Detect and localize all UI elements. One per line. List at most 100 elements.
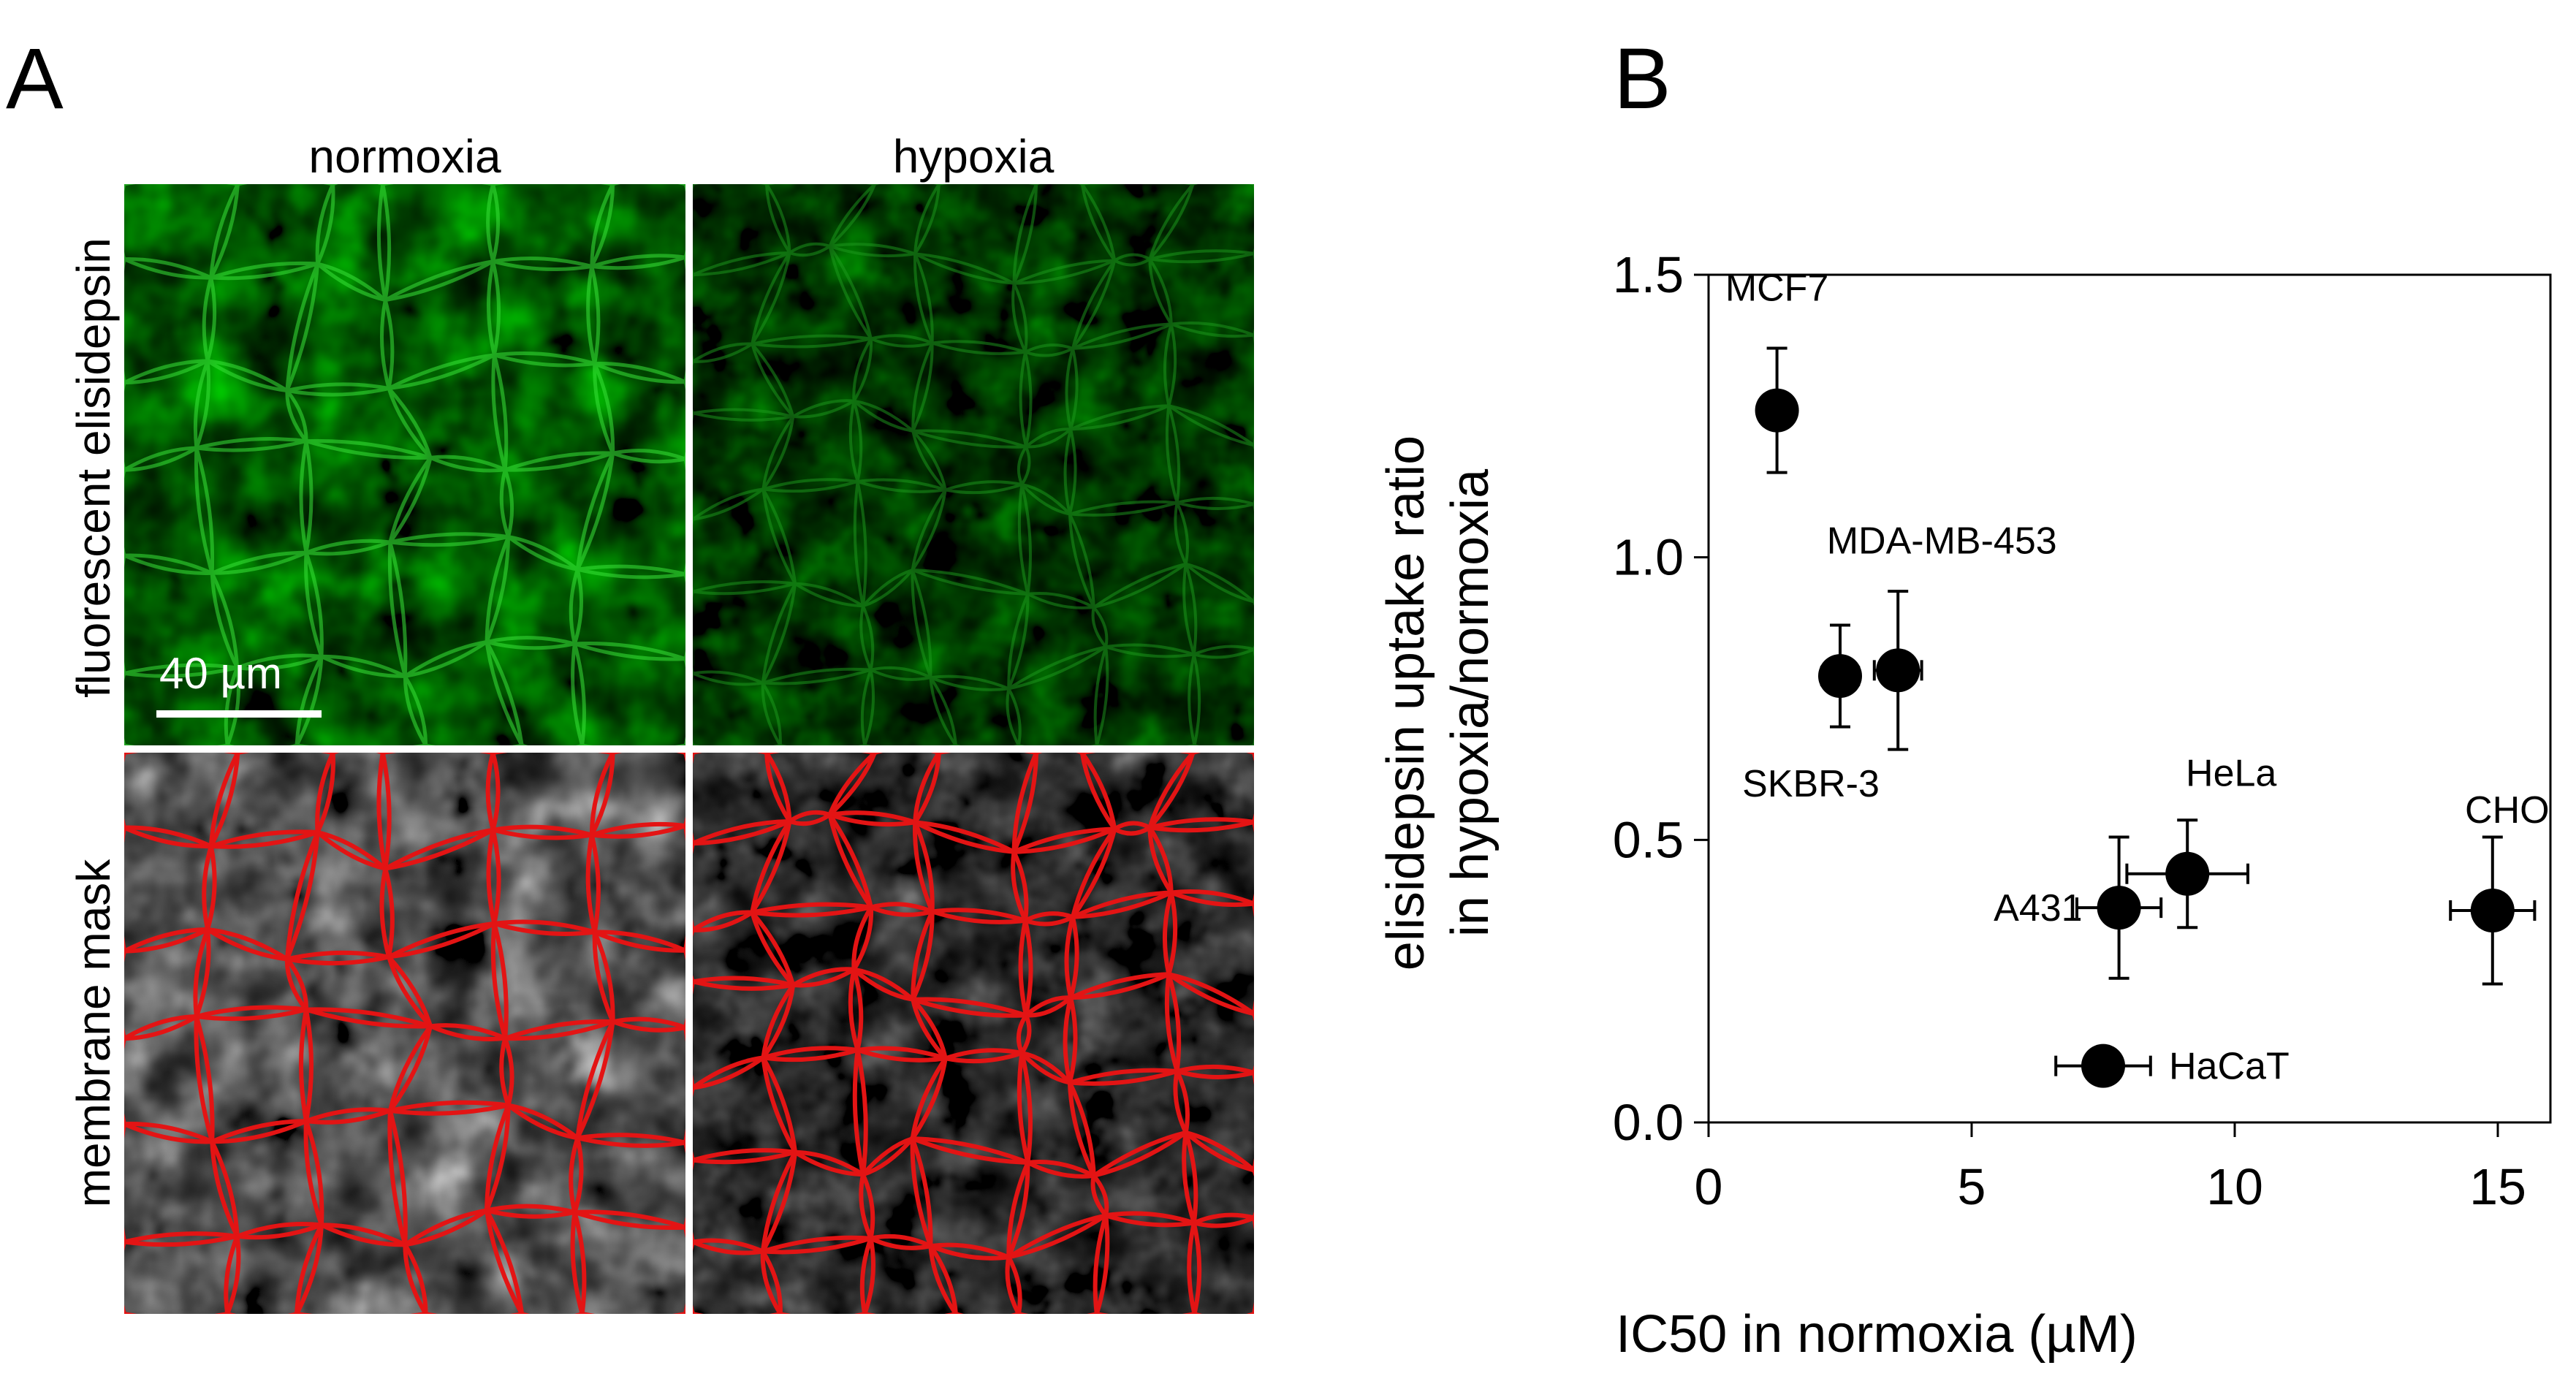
- cell-outline: [1080, 184, 1195, 267]
- cell-outline: [1187, 1212, 1254, 1314]
- data-label: SKBR-3: [1742, 763, 1880, 805]
- cell-outline: [693, 1148, 798, 1255]
- cell-outline: [1174, 496, 1254, 604]
- x-tick-label: 15: [2469, 1158, 2526, 1215]
- panel-b-letter: B: [1614, 31, 1671, 127]
- data-point-mda-mb-453: MDA-MB-453: [1827, 520, 2057, 751]
- row-label-membrane-mask: membrane mask: [67, 859, 120, 1208]
- cell-outline: [1093, 1211, 1202, 1314]
- y-tick-label: 1.0: [1613, 529, 1684, 586]
- cell-outline: [1071, 253, 1173, 350]
- cell-outline: [1147, 817, 1254, 908]
- cell-outline: [499, 451, 615, 572]
- cell-outline: [193, 359, 308, 452]
- data-label: MDA-MB-453: [1827, 520, 2057, 562]
- cell-outline: [1007, 592, 1109, 691]
- cell-outline: [1147, 184, 1254, 264]
- data-label: A431: [1994, 887, 2082, 930]
- micrograph-normoxia-fluorescent: [124, 184, 685, 745]
- panel-a-letter: A: [6, 31, 64, 127]
- data-label: HeLa: [2186, 753, 2276, 795]
- x-tick-label: 5: [1958, 1158, 1986, 1215]
- cell-outline: [570, 1209, 685, 1314]
- cell-outline: [1188, 645, 1254, 745]
- cell-outline: [193, 927, 308, 1022]
- cell-outline: [295, 654, 428, 745]
- cell-outline: [1173, 1064, 1254, 1173]
- cell-outline: [760, 1149, 875, 1255]
- x-axis-title: IC50 in normoxia (µM): [1616, 1305, 2138, 1364]
- cell-outline: [1093, 643, 1201, 745]
- cell-outline: [387, 353, 509, 473]
- data-marker: [1876, 648, 1920, 693]
- cell-outline: [761, 582, 875, 685]
- cell-outline: [1011, 753, 1117, 854]
- y-axis: 0.0 0.5 1.0 1.5: [1613, 246, 1709, 1151]
- data-point-hacat: HaCaT: [2054, 1044, 2290, 1088]
- cell-outline: [928, 1242, 1022, 1314]
- cell-outline: [592, 930, 685, 1033]
- cell-outline: [1070, 821, 1174, 920]
- micrograph-hypoxia-mask: [693, 753, 1254, 1314]
- y-tick-label: 1.5: [1613, 246, 1684, 303]
- cell-outline: [693, 580, 797, 686]
- cell-outline: [1011, 259, 1117, 357]
- cell-outline: [693, 1238, 783, 1314]
- cell-outline: [693, 670, 782, 745]
- column-label-hypoxia: hypoxia: [893, 130, 1055, 183]
- micrograph-hypoxia-fluorescent: [693, 184, 1254, 745]
- data-marker: [2165, 851, 2210, 896]
- y-tick-label: 0.0: [1613, 1094, 1684, 1151]
- cell-outline: [1017, 427, 1077, 516]
- data-marker: [1755, 388, 1799, 433]
- cell-outline: [764, 184, 877, 257]
- cell-outline: [1012, 184, 1117, 285]
- data-marker: [2081, 1044, 2125, 1088]
- data-marker: [2470, 889, 2515, 932]
- cell-outline: [202, 261, 320, 393]
- y-axis-title-line-2: in hypoxia/normoxia: [1441, 468, 1500, 937]
- cell-outline: [764, 753, 878, 826]
- data-point-hela: HeLa: [2125, 753, 2276, 930]
- cell-outline: [202, 829, 320, 962]
- cell-outline: [1011, 826, 1118, 927]
- cell-outline: [569, 1133, 685, 1231]
- x-tick-label: 10: [2206, 1158, 2263, 1215]
- cell-outline: [586, 254, 685, 384]
- data-point-cho: CHO: [2449, 789, 2550, 986]
- data-point-skbr-3: SKBR-3: [1742, 623, 1880, 805]
- cell-outline: [860, 666, 957, 745]
- cell-outline: [761, 667, 875, 745]
- scale-bar-line: [156, 710, 322, 718]
- scale-bar-label: 40 µm: [159, 649, 282, 698]
- data-marker: [1818, 654, 1862, 699]
- row-label-fluorescent: fluorescent elisidepsin: [67, 237, 120, 698]
- cell-outline: [593, 362, 685, 464]
- column-label-normoxia: normoxia: [308, 130, 501, 183]
- cell-outline: [1091, 562, 1198, 658]
- cell-outline: [848, 399, 948, 493]
- cell-outline: [1005, 1212, 1110, 1314]
- cell-outline: [571, 642, 685, 745]
- x-tick-label: 0: [1695, 1158, 1723, 1215]
- cell-outline: [585, 821, 685, 953]
- cell-outline: [859, 1234, 958, 1314]
- cell-outline: [387, 1023, 514, 1116]
- data-marker: [2097, 886, 2141, 930]
- cell-outline: [929, 674, 1022, 745]
- micrograph-normoxia-mask: [124, 753, 685, 1314]
- cell-outline: [295, 1223, 428, 1314]
- x-axis: 0 5 10 15: [1695, 1122, 2526, 1215]
- data-label: HaCaT: [2169, 1046, 2290, 1088]
- cell-outline: [1162, 889, 1254, 1016]
- plot-frame: [1707, 273, 2552, 1124]
- data-label: MCF7: [1725, 267, 1829, 310]
- cell-outline: [1006, 645, 1109, 745]
- cell-outline: [1147, 753, 1254, 833]
- cell-outline: [386, 921, 509, 1041]
- scatter-chart: 0.0 0.5 1.0 1.5 0 5 10 15 MCF7 SKBR-3 MDA-MB-453…: [1377, 246, 2552, 1364]
- data-points: MCF7 SKBR-3 MDA-MB-453 A431 HeLa HaCaT CHO: [1725, 267, 2550, 1088]
- cell-outline: [1079, 753, 1196, 836]
- cell-outline: [1006, 1160, 1109, 1261]
